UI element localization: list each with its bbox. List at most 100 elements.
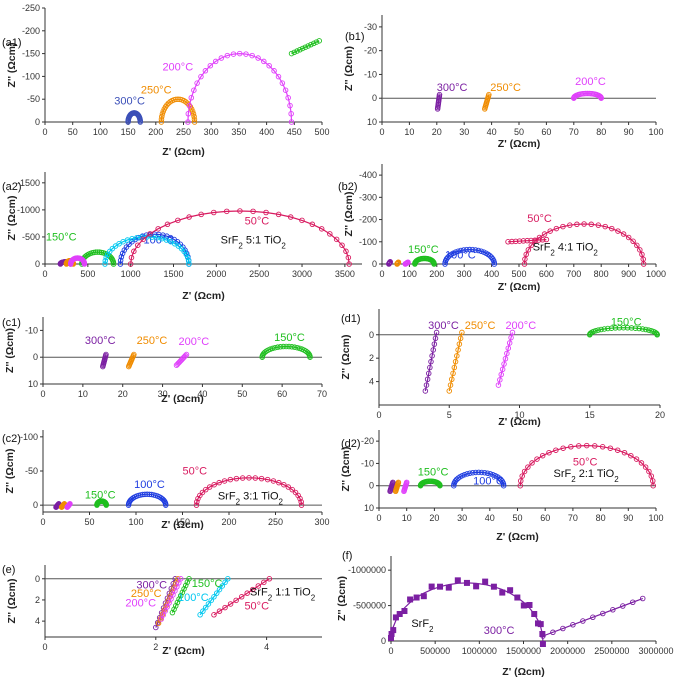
data-point <box>140 236 146 243</box>
y-tick-label: -100 <box>20 432 38 442</box>
series-extra <box>64 501 73 510</box>
x-tick-label: 600 <box>539 269 554 279</box>
data-point <box>430 347 436 353</box>
x-tick-label: 400 <box>259 127 274 137</box>
data-square <box>482 578 489 585</box>
fit-curve <box>589 327 658 335</box>
data-point <box>506 340 513 346</box>
data-point <box>155 226 161 232</box>
fit-curve <box>523 223 645 265</box>
data-point <box>454 353 460 359</box>
y-tick-label: 2 <box>35 595 40 605</box>
x-tick-label: 70 <box>317 389 327 399</box>
data-point <box>266 576 273 582</box>
x-tick-label: 10 <box>514 410 524 420</box>
data-point <box>308 41 314 48</box>
sample-note: SrF2 <box>411 618 434 634</box>
x-tick-label: 30 <box>459 127 469 137</box>
series-label: 300°C <box>136 579 167 591</box>
x-tick-label: 0 <box>376 513 381 523</box>
y-tick-label: 0 <box>35 117 40 127</box>
data-point <box>580 618 586 624</box>
x-tick-label: 2000000 <box>550 646 585 656</box>
x-tick-label: 60 <box>277 389 287 399</box>
y-tick-label: 0 <box>372 259 377 269</box>
series-300c: 300°C <box>388 577 546 647</box>
data-point <box>299 217 305 224</box>
x-tick-label: 1500 <box>163 269 183 279</box>
data-point <box>648 473 655 479</box>
series-label: 50°C <box>244 600 269 612</box>
series-100c: 100°C <box>451 469 507 489</box>
x-tick-label: 40 <box>487 127 497 137</box>
sample-note: SrF2 3:1 TiO2 <box>218 491 284 507</box>
data-point <box>523 251 529 258</box>
data-point <box>238 594 245 600</box>
data-point <box>405 259 411 265</box>
panel-c2: 0 50 100 150 200 250 300 -100 -50 0 Z' (Ωcm) Z'' (Ω… <box>2 430 330 531</box>
data-point <box>216 586 223 593</box>
fit-curve <box>160 98 196 123</box>
x-axis-label: Z' (Ωcm) <box>182 290 224 302</box>
x-tick-label: 300 <box>204 127 219 137</box>
series-label: 50°C <box>573 457 598 469</box>
panel-label: (c1) <box>2 317 21 329</box>
x-tick-label: 1000000 <box>462 646 497 656</box>
data-point <box>509 329 516 336</box>
data-point <box>211 481 217 488</box>
data-point <box>261 579 267 586</box>
x-tick-label: 450 <box>287 127 302 137</box>
data-square <box>454 577 461 584</box>
fit-line <box>396 261 399 265</box>
x-tick-label: 500 <box>80 269 95 279</box>
fit-curve <box>390 582 544 642</box>
data-point <box>387 259 393 265</box>
x-tick-label: 10 <box>404 127 414 137</box>
data-point <box>499 366 506 373</box>
data-point <box>615 228 621 234</box>
data-point <box>449 376 455 382</box>
data-point <box>486 91 492 98</box>
x-tick-label: 350 <box>231 127 246 137</box>
series-50c: 50°C <box>127 208 352 267</box>
series-300c: 300°C <box>85 335 116 370</box>
fit-line <box>542 597 644 637</box>
x-tick-label: 50 <box>68 127 78 137</box>
data-point <box>155 620 162 626</box>
data-point <box>633 456 640 462</box>
panel-a1: 0 50 100 150 200 250 300 350 400 450 500 -250 -200 -1… <box>2 3 330 158</box>
data-point <box>198 73 204 80</box>
data-point <box>218 55 225 61</box>
fit-curve <box>573 92 602 99</box>
data-point <box>427 364 433 371</box>
data-point <box>147 231 153 237</box>
data-point <box>153 624 159 631</box>
data-point <box>67 501 73 507</box>
series-50c: 50°C <box>517 442 656 489</box>
x-tick-label: 1000 <box>121 269 141 279</box>
data-point <box>199 489 206 496</box>
fit-line <box>448 332 463 392</box>
data-square <box>407 596 414 603</box>
series-label: 300°C <box>484 625 515 637</box>
x-tick-label: 100 <box>128 517 143 527</box>
data-point <box>521 468 528 475</box>
data-point <box>222 579 228 586</box>
series-label: 50°C <box>245 215 270 227</box>
data-point <box>637 247 643 253</box>
series-150c: 150°C <box>169 576 223 616</box>
data-point <box>207 62 214 69</box>
data-point <box>309 221 316 228</box>
series-200c: 200°C <box>173 336 209 368</box>
data-point <box>620 603 626 609</box>
data-point <box>285 484 292 490</box>
x-tick-label: 500 <box>314 127 329 137</box>
data-point <box>539 452 546 459</box>
x-tick-label: 700 <box>566 269 581 279</box>
data-point <box>509 238 515 245</box>
data-point <box>457 335 464 342</box>
x-tick-label: 100 <box>648 513 663 523</box>
series-200c: 200°C <box>162 50 295 125</box>
x-axis-label: Z' (Ωcm) <box>496 531 538 543</box>
